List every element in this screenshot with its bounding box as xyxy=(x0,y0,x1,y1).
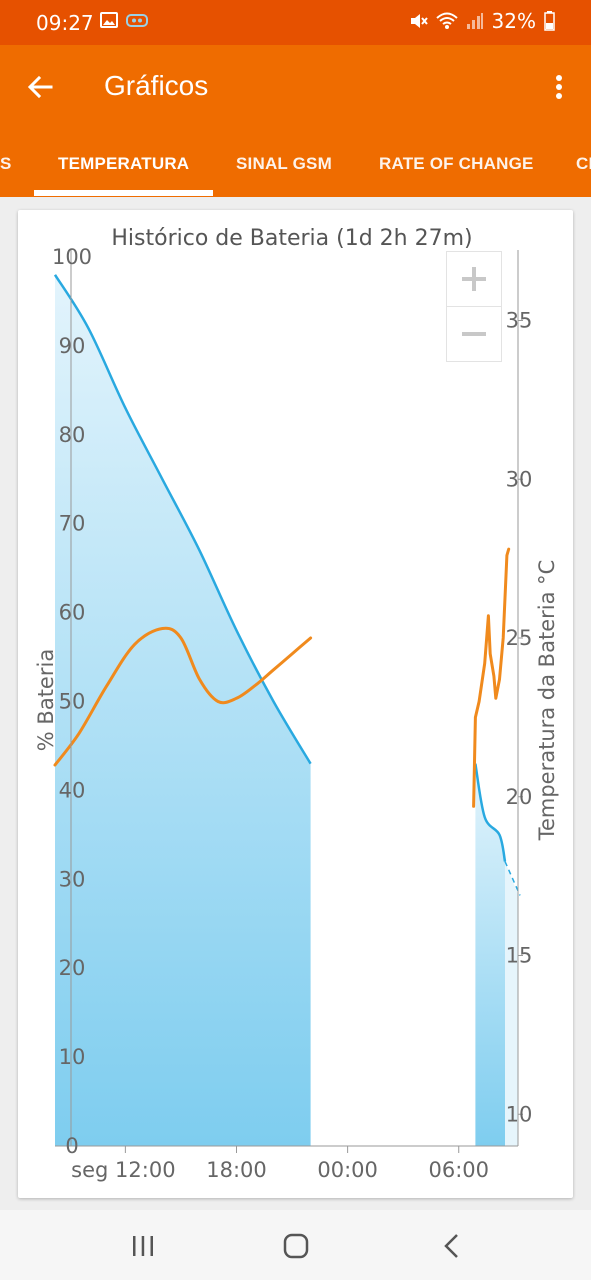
battery-area-layer xyxy=(55,274,505,1146)
battery-line-segment-1 xyxy=(53,274,312,765)
left-tick-label: 10 xyxy=(59,1045,86,1069)
temperature-line-segment-2 xyxy=(472,547,511,808)
right-tick-label: 35 xyxy=(506,309,533,333)
left-axis-label: % Bateria xyxy=(34,649,58,751)
zoom-in-button[interactable] xyxy=(447,252,501,306)
wifi-icon xyxy=(435,12,458,29)
battery-percent: 32% xyxy=(491,9,536,33)
arrow-back-icon xyxy=(27,75,53,99)
tab-previous[interactable]: S xyxy=(0,154,12,173)
recent-apps-icon xyxy=(133,1236,153,1256)
left-axis-ticks: 0 10 20 30 40 50 60 70 80 90 100 xyxy=(52,245,92,1158)
battery-area-segment-2 xyxy=(475,763,505,1146)
battery-chart[interactable]: 0 10 20 30 40 50 60 70 80 90 100 10 15 20 25 30 35 seg … xyxy=(0,0,591,1210)
right-tick-label: 15 xyxy=(506,944,533,968)
left-tick-label: 60 xyxy=(59,601,86,625)
tab-rate-of-change[interactable]: RATE OF CHANGE xyxy=(379,154,534,173)
tab-indicator xyxy=(34,190,213,196)
right-tick-label: 20 xyxy=(506,785,533,809)
tab-next[interactable]: CI xyxy=(576,154,591,173)
left-tick-label: 90 xyxy=(59,334,86,358)
home-button[interactable] xyxy=(271,1224,321,1268)
left-tick-label: 30 xyxy=(59,867,86,891)
battery-line-segment-2 xyxy=(474,763,507,862)
right-tick-label: 30 xyxy=(506,467,533,491)
left-tick-label: 20 xyxy=(59,956,86,980)
x-tick-label: 00:00 xyxy=(317,1158,378,1182)
tab-temperatura[interactable]: TEMPERATURA xyxy=(58,154,190,173)
temperature-line-segment-1 xyxy=(53,626,313,767)
x-tick-label: 06:00 xyxy=(428,1158,489,1182)
back-nav-button[interactable] xyxy=(426,1224,476,1268)
battery-icon xyxy=(544,11,555,31)
home-icon xyxy=(283,1233,309,1259)
page-title: Gráficos xyxy=(104,70,209,101)
gallery-notification-icon xyxy=(100,12,118,28)
left-tick-label: 0 xyxy=(65,1134,78,1158)
left-tick-label: 80 xyxy=(59,423,86,447)
more-vert-icon xyxy=(556,75,562,99)
minus-icon xyxy=(462,332,486,336)
tab-sinal-gsm[interactable]: SINAL GSM xyxy=(236,154,332,173)
right-tick-label: 10 xyxy=(506,1102,533,1126)
plus-icon xyxy=(462,267,486,291)
x-axis-ticks: seg 12:00 18:00 00:00 06:00 xyxy=(71,1146,489,1182)
back-button[interactable] xyxy=(18,65,62,109)
left-tick-label: 40 xyxy=(59,778,86,802)
series-lines-layer xyxy=(53,274,511,862)
system-nav-bar xyxy=(0,1210,591,1280)
notification-icons xyxy=(100,12,148,28)
system-status-icons: 32% xyxy=(408,9,555,33)
right-axis-label: Temperatura da Bateria °C xyxy=(535,560,559,842)
chevron-left-icon xyxy=(444,1234,458,1258)
mute-icon xyxy=(410,14,428,28)
battery-area-segment-1 xyxy=(55,274,311,1146)
x-tick-label: 18:00 xyxy=(206,1158,267,1182)
zoom-divider xyxy=(447,306,501,307)
left-tick-label: 70 xyxy=(59,512,86,536)
app-notification-icon xyxy=(126,14,148,27)
battery-projection-area xyxy=(505,861,518,1146)
status-time: 09:27 xyxy=(36,11,94,35)
overflow-menu-button[interactable] xyxy=(541,65,577,109)
recent-apps-button[interactable] xyxy=(118,1224,168,1268)
signal-icon xyxy=(466,13,483,29)
chart-title: Histórico de Bateria (1d 2h 27m) xyxy=(111,226,472,251)
zoom-out-button[interactable] xyxy=(447,307,501,361)
tab-bar: S TEMPERATURA SINAL GSM RATE OF CHANGE C… xyxy=(0,131,591,197)
app-bar: Gráficos xyxy=(0,45,591,131)
left-tick-label: 100 xyxy=(52,245,92,269)
x-tick-label: seg 12:00 xyxy=(71,1158,175,1182)
status-bar: 09:27 32% xyxy=(0,0,591,45)
left-tick-label: 50 xyxy=(59,690,86,714)
right-tick-label: 25 xyxy=(506,626,533,650)
right-axis-ticks: 10 15 20 25 30 35 xyxy=(506,309,533,1127)
zoom-controls xyxy=(446,251,502,362)
